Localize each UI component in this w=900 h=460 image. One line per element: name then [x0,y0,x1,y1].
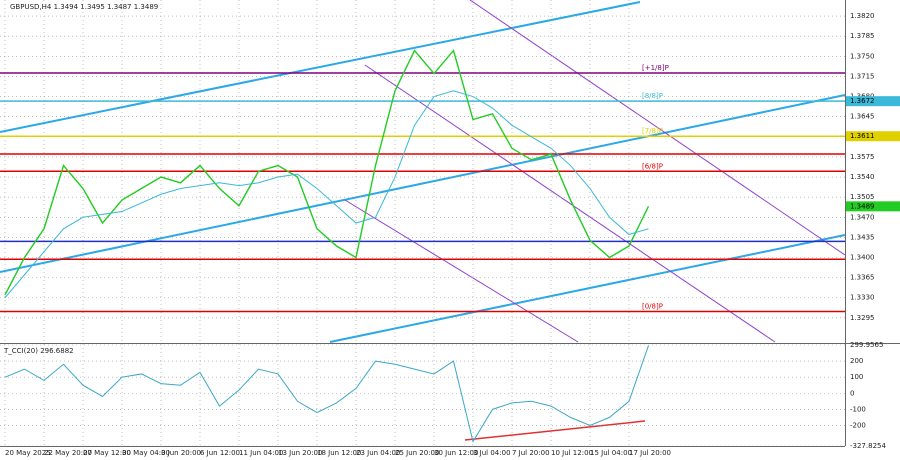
x-tick-label: 25 Jun 20:00 [395,449,439,457]
x-tick-label: 3 Jun 20:00 [161,449,201,457]
x-tick-label: 22 May 20:00 [44,449,92,457]
y-tick-label: 1.3540 [850,173,875,181]
channel-line [329,234,846,343]
y-tick-label: 1.3295 [850,314,875,322]
y-tick-label: 1.3575 [850,153,875,161]
level-label: [7/8]P [642,127,663,135]
x-tick-label: 23 Jun 04:00 [356,449,400,457]
x-tick-label: 3 Jul 04:00 [473,449,511,457]
series-line [4,90,649,299]
level-label: [0/8]P [642,303,663,311]
x-tick-label: 27 May 12:00 [83,449,131,457]
price-box [846,201,900,212]
y-tick-label: 1.3435 [850,233,875,241]
y-tick-label: 1.3715 [850,72,875,80]
x-tick-label: 13 Jun 20:00 [278,449,322,457]
channel-line [0,1,641,133]
y-tick-label: 100 [850,373,863,381]
level-label: [+1/8]P [642,64,669,72]
series-line [4,345,649,443]
y-tick-label: 1.3820 [850,12,875,20]
price-box-label: 1.3672 [850,97,875,105]
x-tick-label: 20 May 2025 [5,449,51,457]
x-tick-label: 30 Jun 12:00 [434,449,478,457]
y-tick-label: 1.3400 [850,254,875,262]
y-tick-label: 1.3505 [850,193,875,201]
level-label: [6/8]P [642,162,663,170]
price-box [846,131,900,142]
y-tick-label: 1.3785 [850,32,875,40]
channel-line [364,64,776,343]
x-tick-label: 6 Jun 12:00 [200,449,240,457]
x-tick-label: 11 Jun 04:00 [239,449,283,457]
y-tick-label: 299.9565 [850,341,883,349]
y-tick-label: 200 [850,357,863,365]
cci-title: T_CCI(20) 296.6882 [3,347,74,355]
channel-line [469,0,846,256]
x-tick-label: 17 Jul 20:00 [629,449,671,457]
channel-line [0,94,846,273]
current-price: 1.3489 [850,202,875,210]
y-tick-label: 1.3470 [850,213,875,221]
x-tick-label: 10 Jul 12:00 [551,449,593,457]
y-tick-label: 1.3365 [850,274,875,282]
y-tick-label: 1.3330 [850,294,875,302]
price-box-label: 1.3611 [850,132,875,140]
price-box [846,96,900,107]
price-title: GBPUSD,H4 1.3494 1.3495 1.3487 1.3489 [10,3,158,11]
channel-line [344,199,579,343]
y-tick-label: 1.3645 [850,113,875,121]
trend-line [464,420,646,441]
y-tick-label: -327.8254 [850,442,886,450]
y-tick-label: 0 [850,389,854,397]
x-tick-label: 15 Jul 04:00 [590,449,632,457]
y-tick-label: -100 [850,405,866,413]
x-tick-label: 7 Jul 20:00 [512,449,550,457]
x-tick-label: 30 May 04:00 [122,449,170,457]
series-line [4,49,650,296]
level-label: [8/8]P [642,92,663,100]
y-tick-label: -200 [850,421,866,429]
x-tick-label: 18 Jun 12:00 [317,449,361,457]
y-tick-label: 1.3750 [850,52,875,60]
channels [0,0,846,441]
